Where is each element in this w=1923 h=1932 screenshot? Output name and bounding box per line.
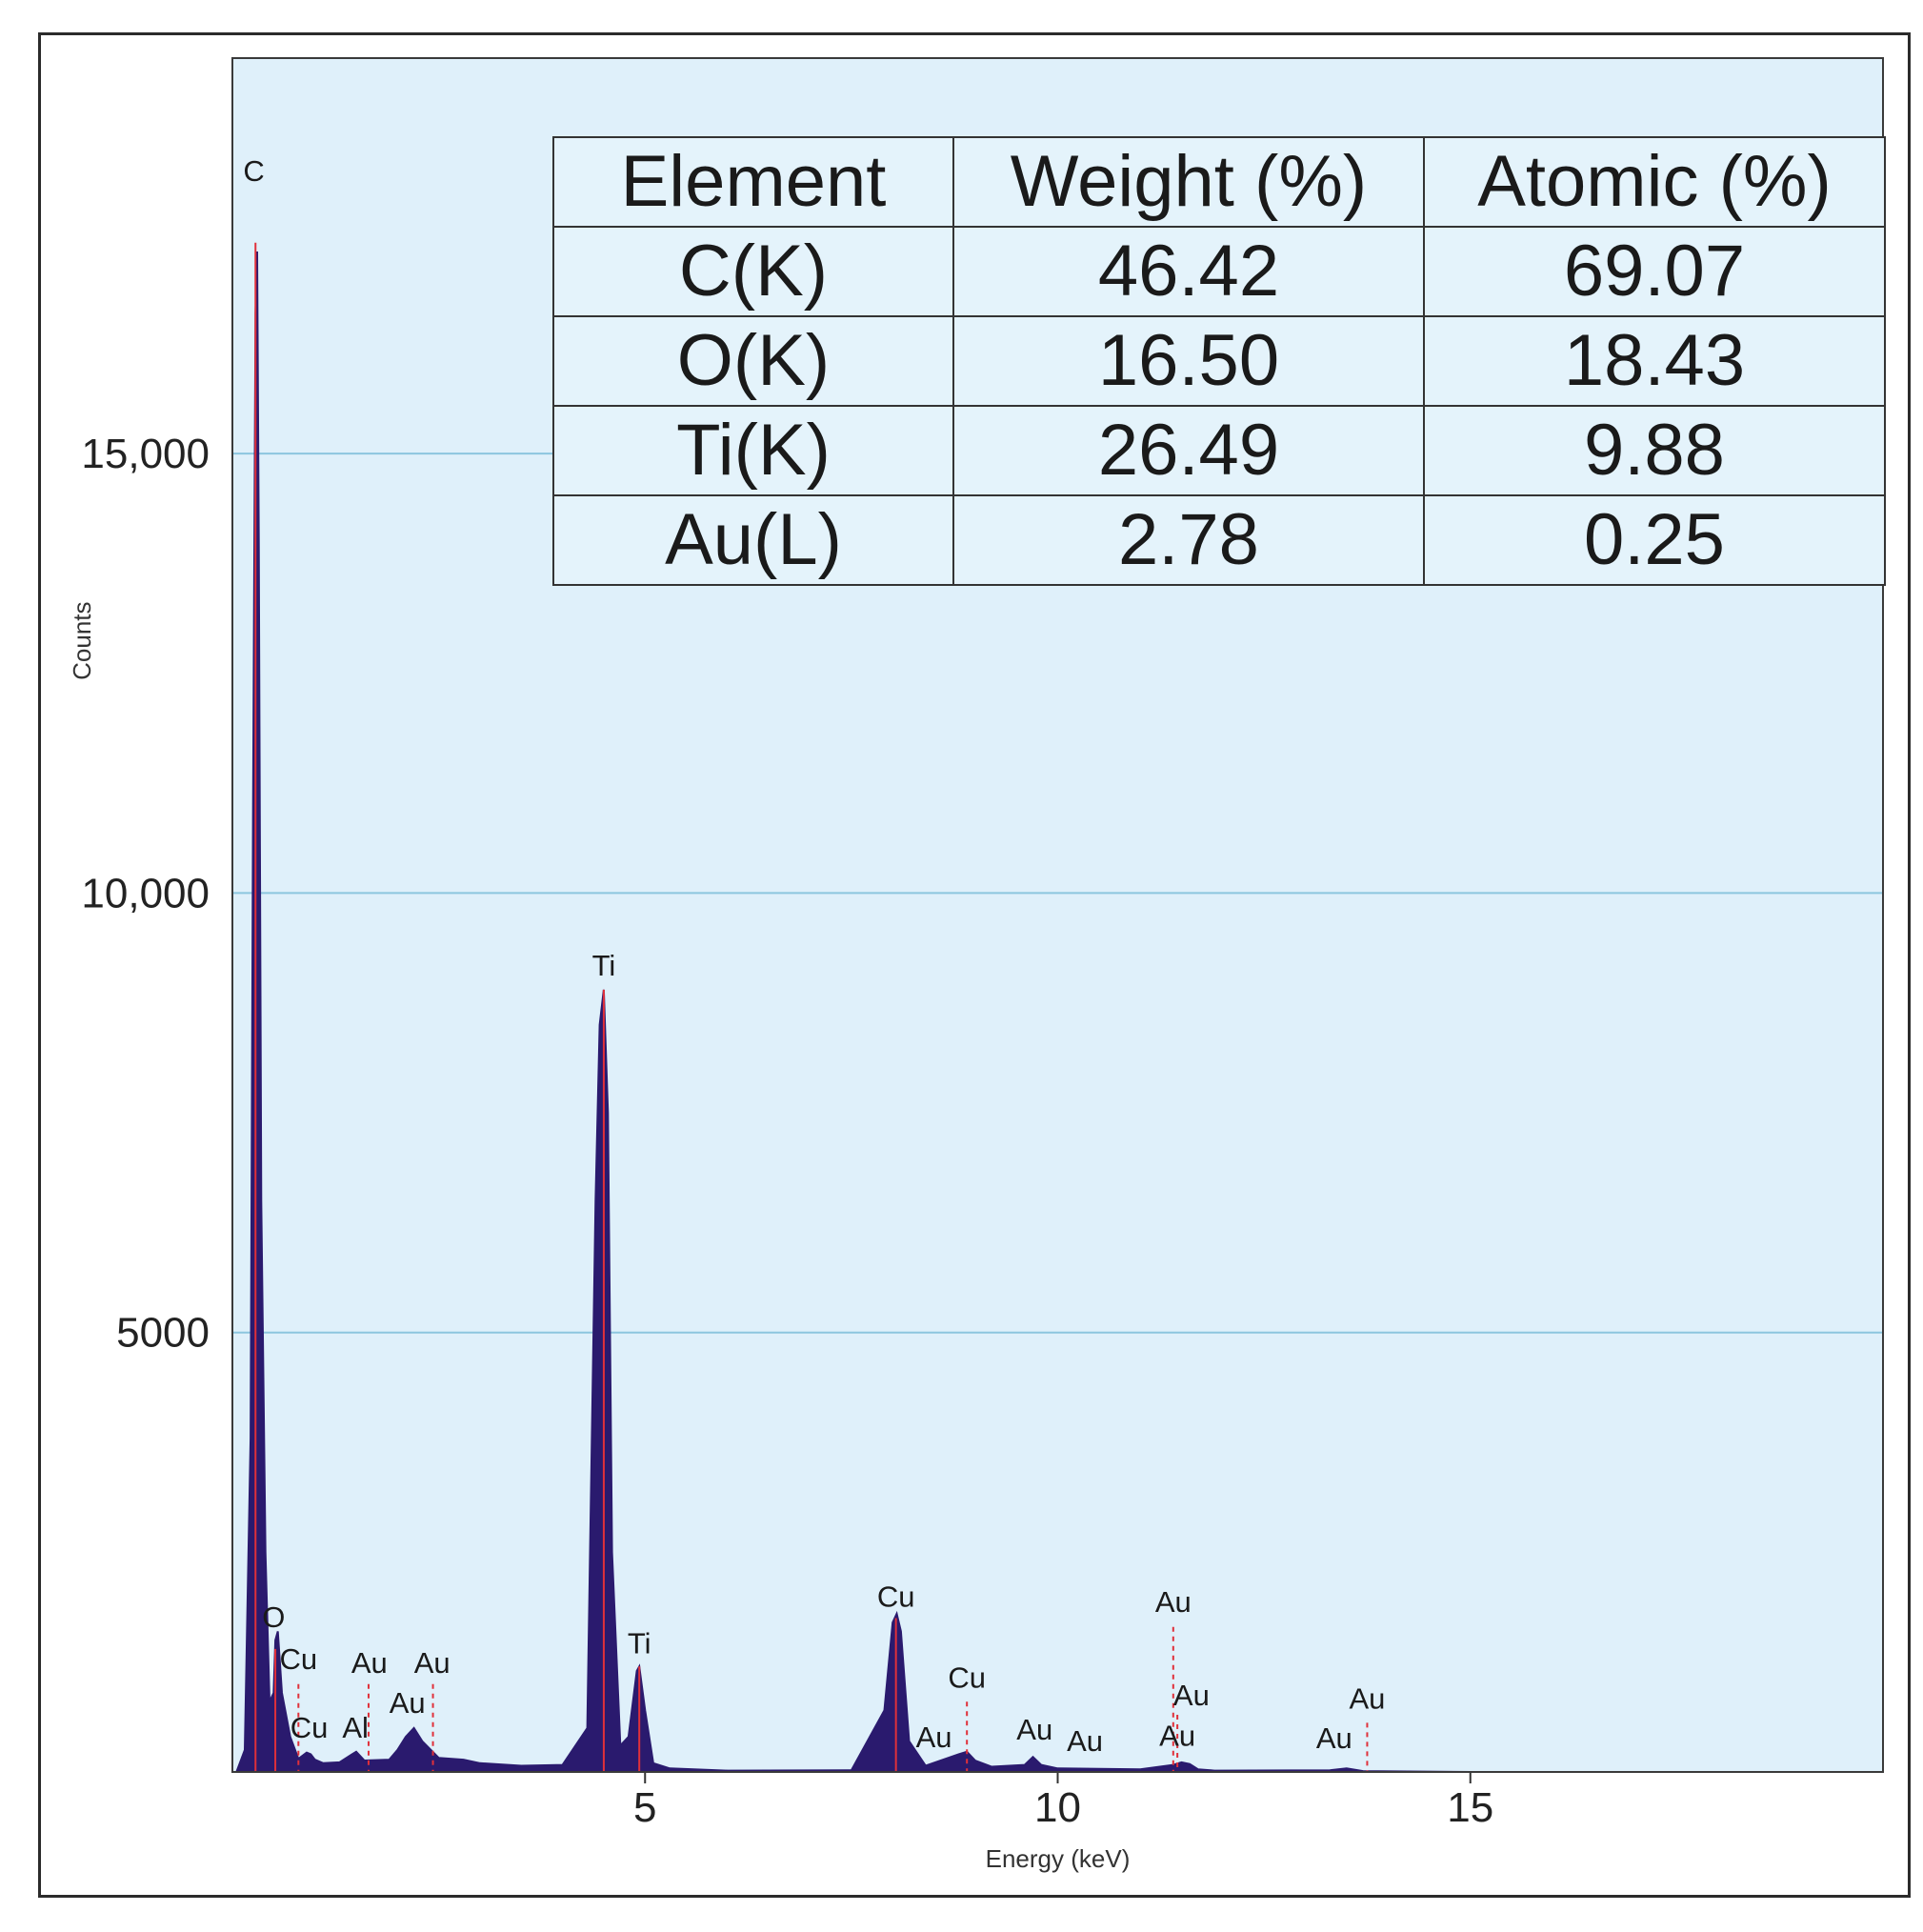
header-element: Element (552, 136, 954, 228)
cell-atomic: 0.25 (1423, 494, 1886, 586)
peak-label: Au (351, 1646, 388, 1680)
cell-atomic: 9.88 (1423, 405, 1886, 496)
peak-label: Au (1016, 1713, 1052, 1746)
y-tick-label: 5000 (116, 1310, 210, 1357)
peak-label: Au (390, 1686, 426, 1720)
spectrum-series (234, 251, 1883, 1773)
x-tick-label: 5 (633, 1784, 656, 1831)
cell-element: C(K) (552, 226, 954, 317)
cell-weight: 2.78 (952, 494, 1425, 586)
x-tick-label: 15 (1447, 1784, 1493, 1831)
y-tick-label: 10,000 (81, 870, 210, 916)
peak-label: Cu (279, 1642, 317, 1676)
peak-label: Au (1155, 1585, 1192, 1619)
cell-atomic: 18.43 (1423, 315, 1886, 407)
peak-label: Au (916, 1721, 952, 1754)
peak-label: Au (1173, 1679, 1210, 1712)
peak-label: Ti (628, 1626, 651, 1660)
header-atomic: Atomic (%) (1423, 136, 1886, 228)
peak-label: O (262, 1600, 285, 1634)
peak-label: Au (1159, 1719, 1195, 1752)
header-weight: Weight (%) (952, 136, 1425, 228)
composition-table: Element Weight (%) Atomic (%) C(K) 46.42… (552, 136, 1886, 586)
tick-labels: 5000 10,000 15,000 5 10 15 (81, 431, 1493, 1831)
cell-element: Au(L) (552, 494, 954, 586)
table-row: Ti(K) 26.49 9.88 (552, 405, 1886, 496)
cell-element: O(K) (552, 315, 954, 407)
plot-border (231, 57, 1884, 1773)
peak-label: Au (1349, 1682, 1385, 1716)
cell-atomic: 69.07 (1423, 226, 1886, 317)
cell-weight: 16.50 (952, 315, 1425, 407)
figure-frame: C O Cu Cu Al Au Au Au Ti Ti Cu Au Cu Au Au Au Au Au Au Au 5… (38, 32, 1911, 1898)
table-row: C(K) 46.42 69.07 (552, 226, 1886, 317)
table-row: Au(L) 2.78 0.25 (552, 494, 1886, 586)
y-tick-label: 15,000 (81, 431, 210, 477)
peak-label: Au (1067, 1724, 1103, 1758)
peak-label: Cu (948, 1660, 986, 1694)
table-row: O(K) 16.50 18.43 (552, 315, 1886, 407)
cell-weight: 26.49 (952, 405, 1425, 496)
peak-label: Cu (877, 1580, 915, 1614)
cell-weight: 46.42 (952, 226, 1425, 317)
peak-label: Au (1316, 1721, 1352, 1755)
peak-label: C (243, 154, 264, 188)
peak-label: Au (414, 1646, 451, 1680)
marker-lines (254, 242, 1369, 1772)
x-axis-label: Energy (keV) (986, 1844, 1131, 1873)
peak-label: Cu (290, 1711, 329, 1744)
y-axis-label: Counts (68, 601, 96, 679)
table-header-row: Element Weight (%) Atomic (%) (552, 136, 1886, 228)
spectrum-area (234, 251, 1883, 1773)
x-tick-label: 10 (1034, 1784, 1081, 1831)
peak-label: Al (342, 1711, 369, 1744)
peak-label: Ti (592, 949, 616, 982)
cell-element: Ti(K) (552, 405, 954, 496)
